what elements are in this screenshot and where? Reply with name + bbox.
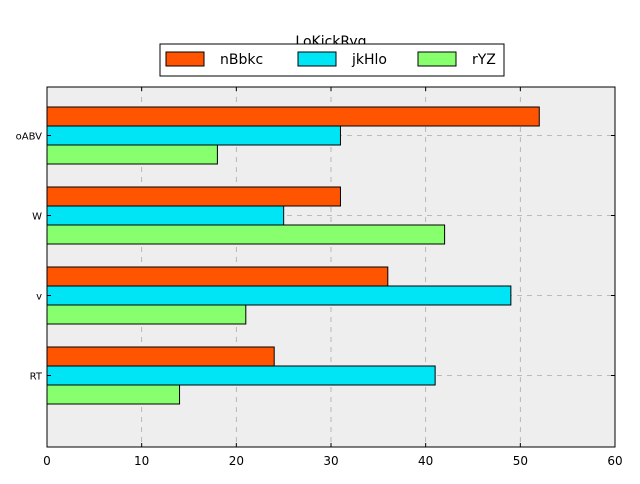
legend-swatch-jkHlo [297,51,337,67]
bar-rYZ-v [46,304,247,325]
legend-label-jkHlo: jkHlo [351,52,387,68]
x-tick-label: 40 [418,454,433,468]
bar-rYZ-W [46,224,446,245]
bar-jkHlo-v [46,285,512,306]
bar-jkHlo-W [46,205,285,226]
bar-nBbkc-RT [46,346,275,367]
y-tick-label: oABV [16,132,43,143]
x-tick-label: 60 [607,454,622,468]
x-tick-label: 0 [43,454,51,468]
y-tick-label: RT [30,372,43,383]
x-tick-label: 10 [134,454,149,468]
legend-label-rYZ: rYZ [472,52,496,68]
legend-swatch-nBbkc [165,51,205,67]
bar-nBbkc-v [46,266,389,287]
legend-label-nBbkc: nBbkc [220,52,263,68]
bar-rYZ-RT [46,384,181,405]
bar-jkHlo-RT [46,365,436,386]
x-tick-label: 50 [513,454,528,468]
x-tick-label: 20 [229,454,244,468]
axis-ticks: 0 10 20 30 40 50 60 oABV Wv RT [16,87,623,468]
bar-nBbkc-oABV [46,106,540,127]
x-tick-label: 30 [323,454,338,468]
y-tick-label: W [32,212,42,223]
bar-jkHlo-oABV [46,125,341,146]
bar-rYZ-oABV [46,144,218,165]
legend-swatch-rYZ [417,51,457,67]
legend: nBbkc jkHlo rYZ [159,43,505,77]
y-tick-label: v [36,292,42,303]
bar-nBbkc-W [46,186,341,207]
